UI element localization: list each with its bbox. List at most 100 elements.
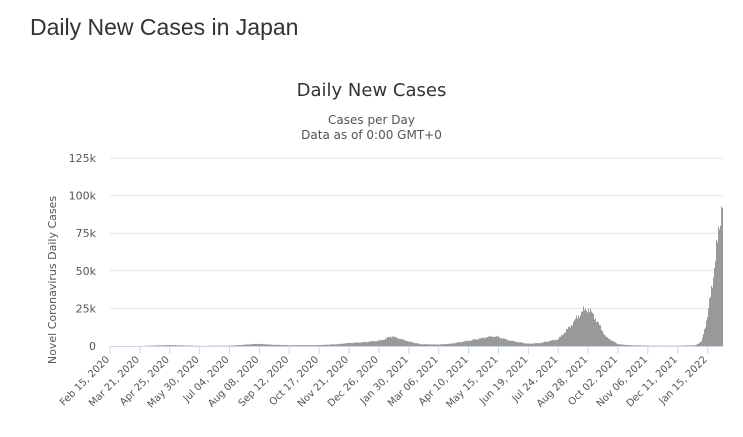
bar (366, 341, 367, 346)
bar (327, 344, 328, 346)
bar (176, 345, 177, 346)
bar (523, 342, 524, 346)
bar (439, 344, 440, 346)
chart-container: Daily New Cases Cases per Day Data as of… (0, 60, 743, 437)
bar (716, 240, 717, 346)
bar (241, 345, 242, 346)
bar (488, 336, 489, 346)
bar (232, 345, 233, 346)
bar (387, 337, 388, 346)
bar (515, 341, 516, 346)
bar (495, 337, 496, 346)
bar (258, 344, 259, 346)
y-tick-label: 0 (89, 340, 96, 353)
bar (310, 345, 311, 346)
bar (383, 339, 384, 346)
bar (616, 343, 617, 346)
bar (475, 339, 476, 346)
bar (662, 345, 663, 347)
bar (467, 340, 468, 346)
bar (416, 343, 417, 346)
bar (296, 345, 297, 346)
bar (709, 298, 710, 346)
bar (544, 341, 545, 346)
axes (109, 346, 723, 354)
bar (477, 339, 478, 346)
bar (302, 345, 303, 346)
bar (686, 345, 687, 347)
bar (262, 343, 263, 346)
bar (386, 338, 387, 346)
bar (274, 344, 275, 346)
bar (175, 345, 176, 346)
bar (492, 337, 493, 346)
bar (268, 344, 269, 346)
bar (573, 321, 574, 346)
bar (257, 343, 258, 346)
bar (469, 340, 470, 346)
bar (170, 345, 171, 346)
bar (322, 344, 323, 346)
bar (180, 345, 181, 346)
bar (271, 344, 272, 346)
bar (504, 338, 505, 346)
bar (704, 329, 705, 346)
bar (339, 343, 340, 346)
bar (159, 345, 160, 346)
bar (530, 343, 531, 346)
bar (476, 339, 477, 346)
bar (184, 345, 185, 346)
bar (641, 345, 642, 347)
bar (224, 345, 225, 347)
bar (359, 342, 360, 346)
bar (382, 339, 383, 346)
bar (292, 345, 293, 346)
bar (596, 322, 597, 346)
bar (442, 344, 443, 346)
bar (434, 344, 435, 346)
bar (183, 345, 184, 346)
bar (541, 343, 542, 346)
bar (408, 341, 409, 346)
bar (236, 345, 237, 346)
bar (635, 345, 636, 346)
bar (390, 336, 391, 346)
bar (699, 342, 700, 346)
bar (528, 343, 529, 346)
bar (272, 344, 273, 346)
bar (259, 343, 260, 346)
bar (368, 341, 369, 346)
bar (540, 343, 541, 346)
bar (423, 344, 424, 346)
bar (626, 344, 627, 346)
bar (451, 343, 452, 346)
bar (300, 345, 301, 346)
bar (225, 345, 226, 347)
bar (619, 344, 620, 346)
bar (412, 342, 413, 346)
bar (482, 337, 483, 346)
bar (364, 342, 365, 346)
bar (562, 335, 563, 346)
bar (394, 336, 395, 346)
bar (702, 337, 703, 346)
bar (464, 341, 465, 346)
bar (165, 345, 166, 346)
bar (311, 345, 312, 346)
bar (620, 344, 621, 346)
bar (643, 345, 644, 347)
bar (316, 345, 317, 346)
bar (632, 345, 633, 346)
bar (701, 341, 702, 346)
bar (601, 330, 602, 346)
bar (150, 345, 151, 347)
bar (301, 345, 302, 346)
bar (354, 342, 355, 346)
bar (518, 341, 519, 346)
bar (332, 344, 333, 346)
bar (536, 343, 537, 346)
bar (508, 340, 509, 346)
bar (679, 345, 680, 347)
bar (683, 345, 684, 347)
bar (281, 344, 282, 346)
